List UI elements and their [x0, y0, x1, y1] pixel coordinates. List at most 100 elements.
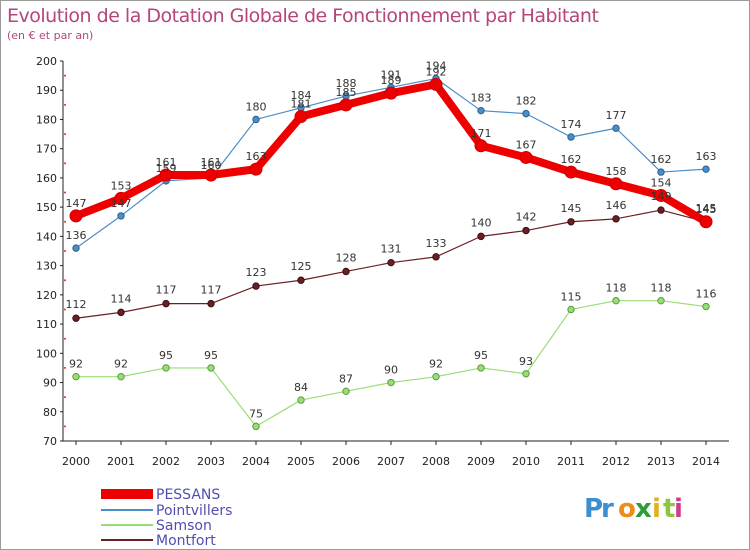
- data-point-pointvillers: [477, 106, 485, 115]
- data-label-pointvillers: 188: [336, 77, 357, 90]
- data-point-montfort: [252, 282, 260, 290]
- y-minor-dot: [64, 396, 66, 399]
- data-point-pessans: [609, 177, 623, 191]
- x-tick-label: 2009: [467, 455, 495, 468]
- y-tick-label: 120: [36, 289, 57, 302]
- data-point-pointvillers: [117, 212, 125, 220]
- legend-label-pointvillers: Pointvillers: [156, 503, 232, 519]
- y-minor-dot: [64, 337, 66, 340]
- y-minor-dot: [64, 308, 66, 311]
- data-label-pointvillers: 194: [426, 60, 447, 73]
- data-point-montfort: [207, 299, 215, 308]
- data-label-montfort: 149: [651, 190, 672, 203]
- data-label-pointvillers: 191: [381, 68, 402, 81]
- data-label-pessans: 153: [111, 179, 132, 192]
- x-tick-label: 2011: [557, 455, 585, 468]
- data-label-pessans: 192: [426, 65, 447, 78]
- y-tick-label: 130: [36, 260, 57, 273]
- x-tick-label: 2008: [422, 455, 450, 468]
- data-point-samson: [72, 372, 80, 381]
- chart-title: Evolution de la Dotation Globale de Fonc…: [7, 5, 599, 27]
- data-label-montfort: 117: [201, 284, 222, 297]
- y-minor-dot: [64, 162, 66, 165]
- data-label-pessans: 189: [381, 74, 402, 87]
- x-tick-label: 2013: [647, 455, 675, 468]
- data-label-pessans: 171: [471, 127, 492, 140]
- y-tick-label: 190: [36, 84, 57, 97]
- logo-letter: t: [663, 494, 675, 524]
- data-point-samson: [702, 302, 710, 311]
- data-label-samson: 95: [159, 349, 173, 362]
- x-tick-label: 2001: [107, 455, 135, 468]
- data-label-montfort: 133: [426, 237, 447, 250]
- y-minor-dot: [64, 425, 66, 428]
- data-point-pessans: [699, 215, 713, 229]
- data-label-pointvillers: 160: [201, 159, 222, 172]
- data-labels-layer: 112 114 117 117 123 125 128 131 133 140 142 145 146 1…: [66, 60, 717, 421]
- data-point-montfort: [657, 206, 665, 214]
- y-tick-label: 90: [43, 377, 57, 390]
- logo-letter: o: [618, 494, 636, 524]
- x-tick-label: 2005: [287, 455, 315, 468]
- y-minor-dot: [64, 366, 66, 369]
- data-label-pessans: 181: [291, 98, 312, 111]
- data-label-montfort: 123: [246, 266, 267, 279]
- data-label-samson: 95: [474, 349, 488, 362]
- y-tick-label: 200: [36, 55, 57, 68]
- data-label-samson: 93: [519, 355, 533, 368]
- data-label-pointvillers: 163: [696, 150, 717, 163]
- data-label-montfort: 128: [336, 251, 357, 264]
- legend-label-samson: Samson: [156, 518, 212, 534]
- x-tick-label: 2010: [512, 455, 540, 468]
- data-label-pointvillers: 184: [291, 89, 312, 102]
- y-minor-dot: [64, 191, 66, 194]
- data-label-pointvillers: 159: [156, 162, 177, 175]
- data-label-pointvillers: 182: [516, 95, 537, 108]
- data-label-pessans: 161: [156, 156, 177, 169]
- data-label-pointvillers: 174: [561, 118, 582, 131]
- data-point-pessans: [654, 188, 668, 202]
- data-point-pointvillers: [252, 115, 260, 124]
- data-point-pointvillers: [522, 109, 530, 118]
- data-label-pessans: 162: [561, 153, 582, 166]
- data-label-samson: 118: [606, 282, 627, 295]
- logo-letter: i: [652, 494, 661, 524]
- data-label-pointvillers: 136: [66, 229, 87, 242]
- data-label-pessans: 167: [516, 138, 537, 151]
- y-minor-dot: [64, 220, 66, 223]
- data-label-samson: 87: [339, 372, 353, 385]
- data-label-samson: 116: [696, 288, 717, 301]
- data-point-samson: [567, 305, 575, 314]
- legend-label-pessans: PESSANS: [156, 487, 220, 503]
- data-point-samson: [117, 372, 125, 381]
- data-point-samson: [522, 370, 530, 378]
- data-point-samson: [612, 296, 620, 305]
- y-tick-label: 170: [36, 143, 57, 156]
- axes: 7080901001101201301401501601701801902002…: [36, 55, 729, 468]
- y-tick-label: 160: [36, 172, 57, 185]
- data-point-pessans: [294, 110, 308, 124]
- data-point-pessans: [474, 139, 488, 153]
- x-tick-label: 2002: [152, 455, 180, 468]
- data-label-montfort: 145: [561, 202, 582, 215]
- data-label-samson: 92: [429, 358, 443, 371]
- data-point-montfort: [612, 215, 620, 223]
- data-label-montfort: 131: [381, 243, 402, 256]
- data-label-pessans: 185: [336, 86, 357, 99]
- data-point-montfort: [522, 226, 530, 235]
- data-point-montfort: [432, 253, 440, 261]
- data-point-samson: [477, 364, 485, 372]
- x-tick-label: 2006: [332, 455, 360, 468]
- data-point-samson: [297, 396, 305, 404]
- data-label-montfort: 142: [516, 211, 537, 224]
- proxiti-logo: Pr o x i ti: [584, 494, 683, 524]
- data-label-samson: 92: [114, 358, 128, 371]
- x-tick-label: 2007: [377, 455, 405, 468]
- data-point-montfort: [117, 308, 125, 317]
- data-point-pessans: [429, 77, 443, 91]
- data-point-montfort: [162, 299, 170, 308]
- data-label-samson: 84: [294, 381, 308, 394]
- data-label-pessans: 147: [66, 197, 87, 210]
